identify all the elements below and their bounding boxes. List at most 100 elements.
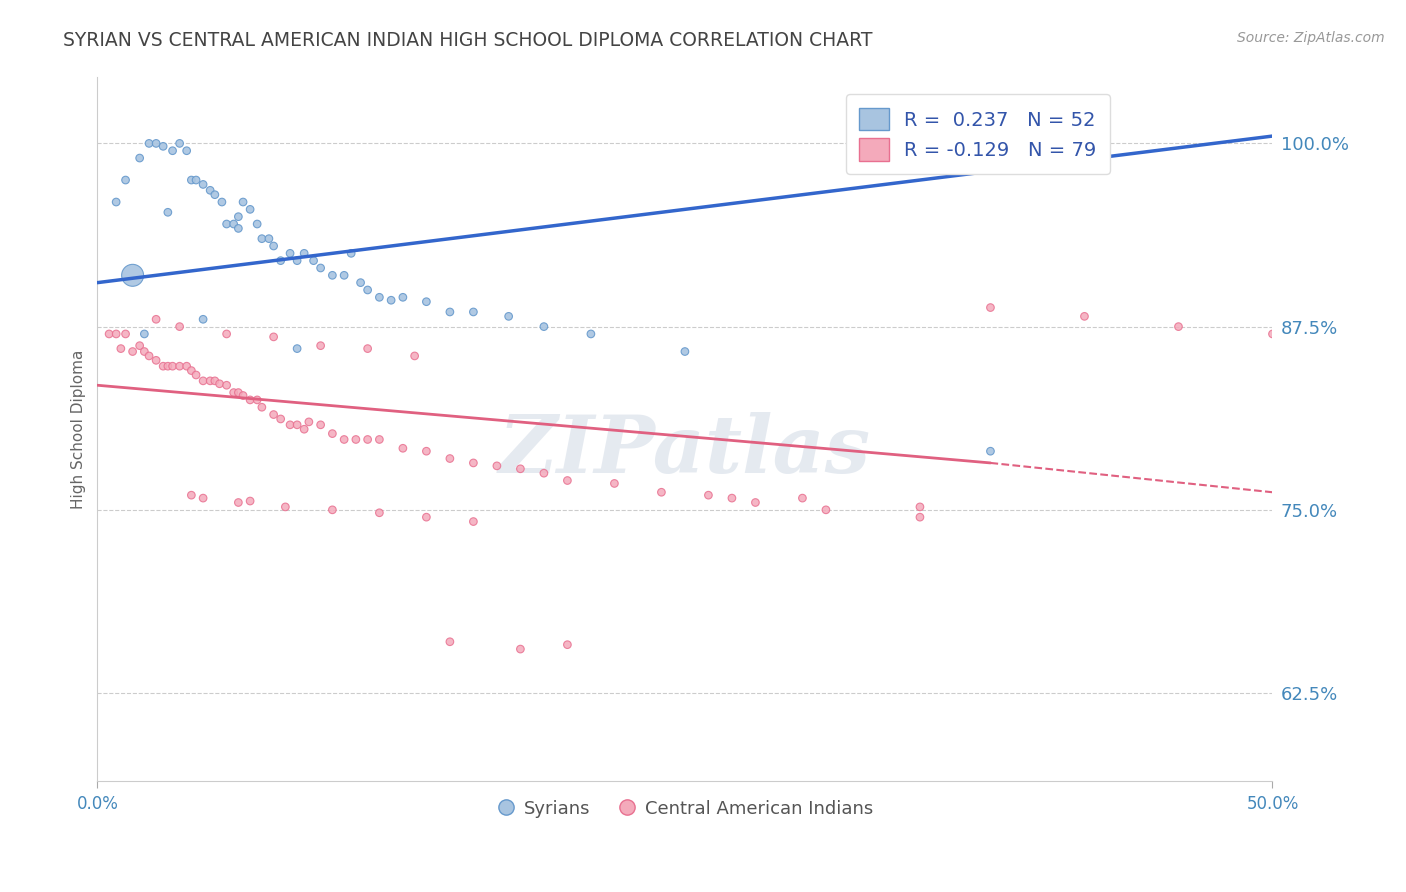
Point xyxy=(180,173,202,187)
Point xyxy=(392,290,415,304)
Point xyxy=(169,359,191,374)
Point xyxy=(246,217,269,231)
Point xyxy=(557,474,579,488)
Point xyxy=(650,485,672,500)
Point xyxy=(392,442,415,456)
Point xyxy=(285,253,308,268)
Point xyxy=(292,246,315,260)
Point xyxy=(198,374,221,388)
Point xyxy=(463,305,485,319)
Point xyxy=(204,187,226,202)
Point xyxy=(98,326,121,341)
Point xyxy=(340,246,363,260)
Point xyxy=(368,433,391,447)
Point xyxy=(744,495,766,509)
Point xyxy=(1261,326,1284,341)
Point xyxy=(309,260,332,275)
Point xyxy=(250,232,273,246)
Point xyxy=(463,515,485,529)
Point xyxy=(152,359,174,374)
Point xyxy=(285,342,308,356)
Point xyxy=(114,326,136,341)
Point xyxy=(321,268,343,283)
Text: Source: ZipAtlas.com: Source: ZipAtlas.com xyxy=(1237,31,1385,45)
Point xyxy=(239,202,262,217)
Point xyxy=(121,344,143,359)
Point xyxy=(145,353,167,368)
Point xyxy=(302,253,325,268)
Point xyxy=(292,422,315,436)
Point xyxy=(180,488,202,502)
Point xyxy=(1073,310,1095,324)
Point xyxy=(979,444,1001,458)
Y-axis label: High School Diploma: High School Diploma xyxy=(72,350,86,509)
Point xyxy=(270,412,292,426)
Point xyxy=(208,376,231,391)
Point xyxy=(368,290,391,304)
Point xyxy=(191,491,214,505)
Point xyxy=(415,510,437,524)
Point xyxy=(232,388,254,402)
Point xyxy=(349,276,371,290)
Text: ZIPatlas: ZIPatlas xyxy=(499,411,870,489)
Point xyxy=(228,495,250,509)
Point xyxy=(792,491,814,505)
Point xyxy=(246,392,269,407)
Point xyxy=(128,151,150,165)
Point xyxy=(415,294,437,309)
Point xyxy=(121,268,143,283)
Legend: Syrians, Central American Indians: Syrians, Central American Indians xyxy=(489,792,880,825)
Point xyxy=(579,326,602,341)
Point xyxy=(250,401,273,415)
Point xyxy=(439,451,461,466)
Point xyxy=(184,368,207,382)
Point xyxy=(162,144,184,158)
Point xyxy=(232,194,254,209)
Point xyxy=(321,426,343,441)
Point xyxy=(673,344,696,359)
Point xyxy=(134,344,156,359)
Point xyxy=(285,417,308,432)
Point xyxy=(321,503,343,517)
Point xyxy=(263,408,285,422)
Point xyxy=(191,178,214,192)
Point xyxy=(309,417,332,432)
Point xyxy=(156,205,179,219)
Point xyxy=(603,476,626,491)
Point xyxy=(274,500,297,514)
Point xyxy=(114,173,136,187)
Point xyxy=(156,359,179,374)
Point xyxy=(404,349,426,363)
Point xyxy=(228,385,250,400)
Point xyxy=(356,342,378,356)
Point xyxy=(368,506,391,520)
Point xyxy=(533,319,555,334)
Point xyxy=(908,510,931,524)
Point xyxy=(263,330,285,344)
Point xyxy=(356,433,378,447)
Point xyxy=(557,638,579,652)
Point xyxy=(814,503,837,517)
Point xyxy=(697,488,720,502)
Point xyxy=(184,173,207,187)
Point xyxy=(498,310,520,324)
Point xyxy=(463,456,485,470)
Point xyxy=(138,136,160,151)
Point xyxy=(180,363,202,377)
Point xyxy=(145,312,167,326)
Point xyxy=(110,342,132,356)
Point xyxy=(979,301,1001,315)
Point xyxy=(239,494,262,508)
Point xyxy=(191,374,214,388)
Point xyxy=(204,374,226,388)
Point xyxy=(222,217,245,231)
Point xyxy=(191,312,214,326)
Point xyxy=(509,642,531,657)
Point xyxy=(239,392,262,407)
Point xyxy=(257,232,280,246)
Point xyxy=(333,433,356,447)
Point xyxy=(228,210,250,224)
Point xyxy=(356,283,378,297)
Point xyxy=(162,359,184,374)
Point xyxy=(270,253,292,268)
